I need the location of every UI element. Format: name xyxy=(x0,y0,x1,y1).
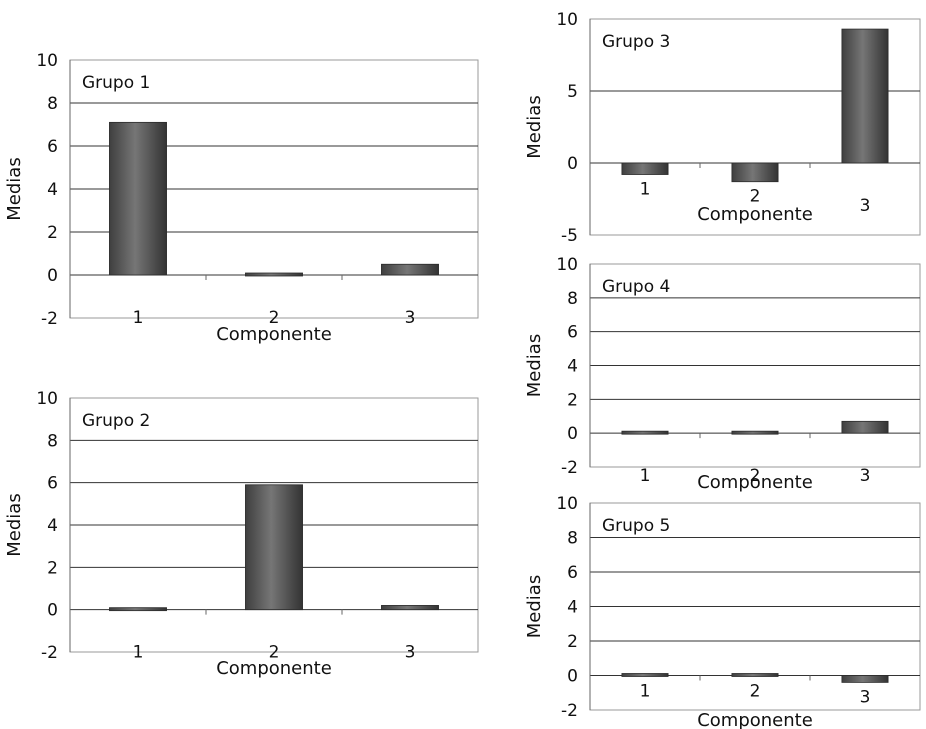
y-tick-label: 2 xyxy=(567,390,578,410)
y-tick-label: 4 xyxy=(47,180,58,200)
y-tick-label: 8 xyxy=(47,431,58,451)
x-tick-label: 3 xyxy=(860,196,871,216)
x-tick-label: 1 xyxy=(640,180,651,200)
bar-1 xyxy=(109,121,167,276)
x-tick-label: 1 xyxy=(133,643,144,663)
x-tick-label: 3 xyxy=(860,687,871,707)
y-tick-label: 6 xyxy=(567,563,578,583)
bar-3 xyxy=(841,675,889,683)
bar-2 xyxy=(731,430,779,435)
y-tick-label: 2 xyxy=(567,632,578,652)
x-tick-label: 2 xyxy=(269,308,280,328)
y-tick-label: 10 xyxy=(36,389,58,409)
y-tick-label: 0 xyxy=(47,266,58,286)
y-tick-label: 2 xyxy=(47,223,58,243)
y-tick-label: -2 xyxy=(561,458,578,478)
y-axis-title: Medias xyxy=(524,334,545,397)
panel-title: Grupo 2 xyxy=(82,411,150,431)
y-tick-label: 0 xyxy=(47,601,58,621)
bar-2 xyxy=(245,484,303,611)
x-tick-label: 2 xyxy=(750,466,761,486)
y-tick-label: 0 xyxy=(567,154,578,174)
x-axis-title: Componente xyxy=(216,658,332,679)
bar-1 xyxy=(621,673,669,677)
y-tick-label: 10 xyxy=(556,494,578,514)
y-tick-label: 10 xyxy=(556,10,578,30)
y-tick-label: 4 xyxy=(567,357,578,377)
y-tick-label: -2 xyxy=(41,309,58,329)
y-axis-title: Medias xyxy=(4,493,25,556)
y-tick-label: 4 xyxy=(567,598,578,618)
y-axis-title: Medias xyxy=(4,157,25,220)
bar-3 xyxy=(841,28,889,164)
x-axis-title: Componente xyxy=(697,204,813,225)
bar-1 xyxy=(109,607,167,612)
y-tick-label: 0 xyxy=(567,667,578,687)
chart-panel-3: -5 0 5 10 1 2 3 Grupo 3 Componente Medias xyxy=(524,10,921,246)
y-tick-label: 8 xyxy=(567,289,578,309)
x-axis-title: Componente xyxy=(216,324,332,345)
y-tick-label: 6 xyxy=(47,137,58,157)
y-tick-label: 10 xyxy=(36,51,58,71)
x-tick-label: 3 xyxy=(405,643,416,663)
x-tick-label: 2 xyxy=(750,682,761,702)
bar-3 xyxy=(381,605,439,611)
y-tick-label: 0 xyxy=(567,424,578,444)
bar-1 xyxy=(621,430,669,435)
y-tick-label: 2 xyxy=(47,558,58,578)
x-axis-title: Componente xyxy=(697,710,813,729)
x-tick-label: 1 xyxy=(133,308,144,328)
x-tick-label: 3 xyxy=(405,308,416,328)
bar-2 xyxy=(731,162,779,183)
x-tick-label: 1 xyxy=(640,466,651,486)
y-tick-label: 5 xyxy=(567,82,578,102)
bar-3 xyxy=(381,263,439,276)
y-tick-label: 8 xyxy=(567,529,578,549)
panel-title: Grupo 3 xyxy=(602,32,670,52)
panel-title: Grupo 1 xyxy=(82,73,150,93)
bar-1 xyxy=(621,162,669,175)
panel-title: Grupo 4 xyxy=(602,277,670,297)
panel-title: Grupo 5 xyxy=(602,516,670,536)
bar-2 xyxy=(245,272,303,277)
y-tick-label: 8 xyxy=(47,94,58,114)
x-tick-label: 1 xyxy=(640,682,651,702)
y-tick-label: 4 xyxy=(47,516,58,536)
y-tick-label: 10 xyxy=(556,255,578,275)
y-tick-label: -5 xyxy=(561,226,578,246)
y-tick-label: -2 xyxy=(41,643,58,663)
y-axis-title: Medias xyxy=(524,95,545,158)
y-axis-title: Medias xyxy=(524,575,545,638)
x-tick-label: 2 xyxy=(269,643,280,663)
x-tick-label: 3 xyxy=(860,466,871,486)
y-tick-label: -2 xyxy=(561,701,578,721)
x-tick-label: 2 xyxy=(750,187,761,207)
bar-2 xyxy=(731,673,779,677)
x-axis-title: Componente xyxy=(697,472,813,493)
y-tick-label: 6 xyxy=(567,323,578,343)
y-tick-label: 6 xyxy=(47,474,58,494)
bar-3 xyxy=(841,420,889,434)
